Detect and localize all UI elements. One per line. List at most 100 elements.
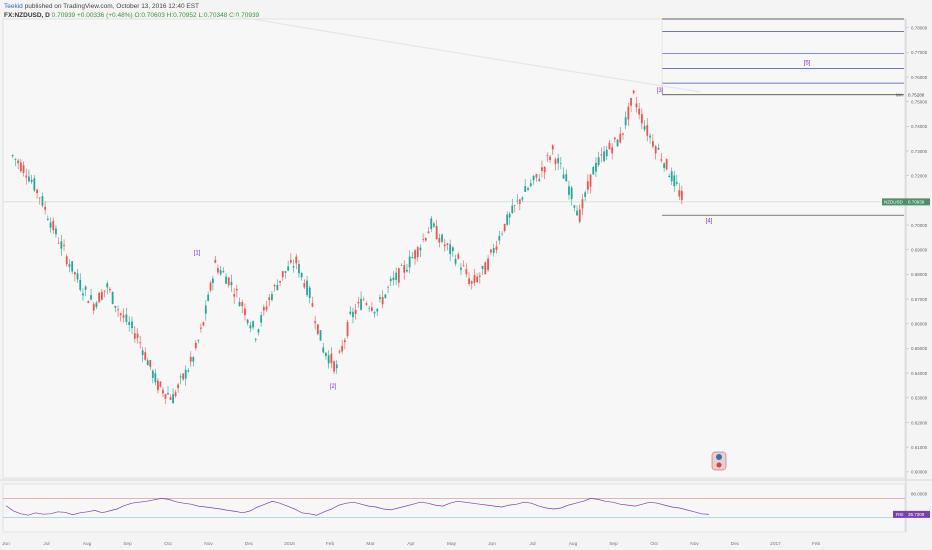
time-tick-label: Nov	[204, 541, 213, 547]
event-dot-icon	[716, 454, 722, 460]
candle-body	[146, 360, 149, 366]
time-tick-label: Dec	[245, 541, 254, 547]
wave-label: [1]	[194, 251, 201, 257]
candle-body	[457, 254, 460, 259]
candle-body	[84, 286, 87, 290]
author-name[interactable]: Teekid	[4, 3, 23, 10]
time-tick-label: Oct	[164, 541, 172, 547]
candle-body	[462, 265, 465, 267]
candle-body	[319, 330, 322, 341]
candle-body	[503, 223, 506, 231]
candle-body	[438, 238, 441, 243]
time-tick-label: Jul	[43, 541, 49, 547]
candle-body	[460, 267, 462, 270]
candle-body	[281, 271, 284, 278]
candle-body	[516, 200, 519, 202]
candle-body	[144, 352, 147, 360]
candle-body	[635, 103, 638, 108]
candle-body	[252, 321, 254, 328]
candle-body	[562, 174, 565, 179]
publish-info: Teekid published on TradingView.com, Oct…	[4, 2, 199, 11]
candle-body	[260, 315, 263, 323]
candle-body	[65, 256, 68, 265]
candle-body	[446, 243, 449, 245]
candle-body	[470, 281, 473, 284]
candle-body	[169, 397, 172, 400]
candle-body	[654, 146, 657, 154]
candle-body	[487, 258, 489, 270]
candle-body	[276, 284, 279, 291]
candle-body	[411, 257, 414, 259]
candle-body	[384, 294, 387, 298]
candle-body	[465, 269, 468, 275]
candle-body	[524, 186, 527, 192]
candle-body	[368, 307, 371, 309]
candle-body	[279, 280, 281, 283]
candle-body	[38, 197, 41, 199]
candle-body	[663, 163, 666, 169]
candle-body	[468, 278, 470, 285]
price-tick-label: 0.70000	[911, 223, 928, 228]
candle-body	[370, 307, 373, 311]
price-tick-label: 0.67000	[911, 297, 928, 302]
candle-body	[435, 225, 438, 240]
symbol-name: FX:NZDUSD, D	[4, 12, 50, 19]
candle-body	[122, 315, 125, 318]
candle-body	[235, 288, 238, 291]
time-tick-label: May	[447, 541, 457, 547]
candle-body	[128, 321, 131, 326]
candle-body	[338, 351, 341, 353]
candle-body	[225, 276, 227, 284]
candle-body	[194, 342, 197, 349]
candle-body	[349, 311, 352, 314]
candle-body	[11, 155, 14, 157]
candle-body	[595, 162, 597, 172]
candle-body	[316, 324, 319, 335]
price-tick-label: 0.77000	[911, 50, 928, 55]
candle-body	[680, 190, 683, 201]
candle-body	[63, 244, 65, 246]
candle-body	[424, 237, 427, 241]
candle-body	[427, 231, 430, 234]
candle-body	[638, 108, 641, 115]
candle-body	[249, 325, 252, 329]
ma-label: MA	[896, 93, 903, 98]
candle-body	[57, 242, 60, 244]
candle-body	[632, 90, 635, 93]
candle-body	[289, 260, 292, 263]
candle-body	[33, 178, 36, 191]
time-tick-label: Jun	[2, 541, 10, 547]
candle-body	[330, 353, 333, 364]
candle-body	[527, 188, 529, 191]
candle-body	[46, 218, 49, 221]
candles	[11, 89, 683, 405]
candle-body	[119, 313, 122, 316]
candle-body	[217, 268, 219, 273]
last-value: 0.70939	[51, 12, 76, 19]
candle-body	[219, 270, 222, 275]
candle-body	[443, 244, 446, 247]
candle-body	[646, 125, 649, 136]
candle-body	[576, 210, 578, 216]
candle-body	[246, 319, 249, 324]
candle-body	[354, 310, 357, 314]
candle-body	[268, 297, 271, 301]
candle-body	[154, 373, 157, 383]
candle-body	[678, 190, 681, 197]
high-value: H:0.70952	[166, 12, 197, 19]
time-tick-label: Aug	[83, 541, 92, 547]
candle-body	[131, 321, 133, 329]
candle-body	[19, 162, 22, 172]
candle-body	[262, 307, 265, 311]
wave-label: [3]	[657, 88, 664, 94]
time-tick-label: Nov	[690, 541, 699, 547]
rsi-pane	[2, 483, 906, 533]
price-tick-label: 0.62000	[911, 420, 928, 425]
candle-body	[300, 272, 303, 278]
candle-body	[473, 275, 476, 283]
candle-body	[167, 392, 169, 395]
candle-body	[586, 181, 589, 190]
candle-body	[41, 196, 44, 206]
rsi-tick-label: 80.0000	[911, 491, 928, 496]
